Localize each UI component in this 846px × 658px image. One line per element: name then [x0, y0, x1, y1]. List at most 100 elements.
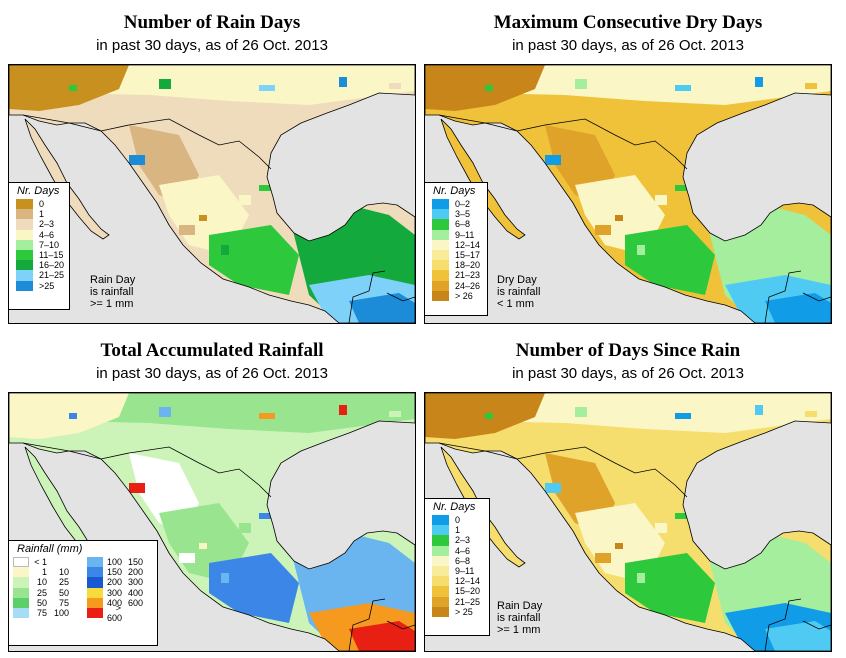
legend-label: >25 — [39, 280, 55, 291]
legend-swatch — [432, 229, 449, 240]
legend-swatch — [13, 587, 29, 598]
rain-day-note: Rain Day is rainfall >= 1 mm — [497, 600, 542, 636]
legend-swatch — [432, 586, 449, 597]
legend-range-high: 100 — [53, 607, 69, 618]
map-max-dry-days — [424, 64, 832, 324]
legend-label: 12–14 — [455, 576, 481, 587]
legend-title: Rainfall (mm) — [17, 543, 83, 555]
legend-swatch — [432, 280, 449, 291]
legend-row: 9–11 — [425, 229, 487, 240]
legend-range-low: 25 — [36, 587, 47, 598]
legend-label: 0–2 — [455, 199, 471, 209]
legend-swatch — [432, 219, 449, 230]
legend-label: > 25 — [455, 606, 473, 617]
legend-label: 4–6 — [39, 229, 55, 240]
legend-label: 24–26 — [455, 280, 481, 291]
legend-row: 7–10 — [9, 239, 69, 250]
legend-swatch — [16, 280, 33, 291]
legend-label: 21–23 — [455, 270, 481, 281]
legend-swatch — [432, 290, 449, 301]
legend-label: 12–14 — [455, 239, 481, 250]
legend-range-low: 300 — [107, 587, 123, 598]
legend-max-dry-days: Nr. Days 0–2 3–5 6–8 9–11 12–14 15–17 18–20 21–… — [424, 182, 488, 316]
legend-swatch — [432, 525, 449, 536]
legend-range-low: 10 — [36, 577, 47, 588]
legend-row: 4–6 — [425, 545, 489, 556]
legend-swatch — [16, 219, 33, 230]
note-line: >= 1 mm — [497, 624, 541, 636]
legend-swatch — [16, 260, 33, 271]
legend-row: 9–11 — [425, 565, 489, 577]
legend-row: 50 75 — [9, 597, 83, 608]
legend-row: 2–3 — [9, 219, 69, 230]
legend-swatch — [87, 607, 103, 619]
legend-label: 4–6 — [455, 545, 471, 556]
legend-range-high: 400 — [127, 587, 143, 598]
legend-swatch — [16, 249, 33, 261]
panel-rain-days: Number of Rain Days in past 30 days, as … — [8, 6, 416, 326]
legend-swatch — [87, 577, 103, 588]
legend-label: 11–15 — [39, 249, 64, 260]
map-graphic — [425, 393, 831, 651]
legend-total-rainfall: Rainfall (mm) < 1 1 10 10 25 25 50 50 75 75 100 10… — [8, 540, 158, 646]
legend-swatch — [432, 606, 449, 617]
legend-row: 24–26 — [425, 280, 487, 291]
legend-row: 0 — [425, 515, 489, 526]
legend-swatch — [13, 577, 29, 588]
legend-label: 9–11 — [455, 565, 475, 576]
panel-title: Maximum Consecutive Dry Days — [493, 12, 763, 33]
legend-swatch — [16, 239, 33, 250]
legend-row: 21–25 — [425, 596, 489, 607]
legend-swatch — [432, 576, 449, 587]
legend-label: 6–8 — [455, 555, 471, 566]
legend-row: >25 — [9, 280, 69, 291]
map-graphic — [425, 65, 831, 323]
legend-days-since-rain: Nr. Days 0 1 2–3 4–6 6–8 9–11 12–14 15–20 21–25 >… — [424, 498, 490, 636]
legend-swatch — [13, 567, 29, 578]
panel-title: Total Accumulated Rainfall — [100, 340, 324, 361]
legend-swatch — [16, 229, 33, 240]
legend-row: 10 25 — [9, 577, 83, 588]
legend-swatch — [432, 545, 449, 556]
note-line: Dry Day — [497, 274, 537, 286]
legend-swatch — [16, 209, 33, 220]
note-line: is rainfall — [497, 286, 541, 298]
legend-swatch — [432, 239, 449, 250]
legend-swatch — [432, 535, 449, 546]
legend-swatch — [87, 567, 103, 578]
legend-label: 21–25 — [39, 270, 65, 281]
legend-range-low: 75 — [36, 607, 47, 618]
legend-row: 1 — [9, 209, 69, 220]
map-graphic — [9, 65, 415, 323]
legend-label: 3–5 — [455, 209, 471, 220]
legend-label: 0 — [39, 199, 45, 209]
legend-swatch — [432, 555, 449, 566]
legend-range-high: 25 — [58, 577, 69, 588]
note-line: Rain Day — [90, 274, 136, 286]
legend-swatch — [87, 597, 103, 608]
note-line: < 1 mm — [497, 298, 534, 310]
dry-day-note: Dry Day is rainfall < 1 mm — [497, 274, 540, 310]
panel-title: Number of Days Since Rain — [515, 340, 741, 361]
legend-swatch — [87, 587, 103, 598]
legend-range-low: 1 — [41, 567, 47, 578]
legend-label: 2–3 — [39, 219, 55, 230]
legend-range-low: 200 — [107, 577, 123, 588]
legend-row: 0–2 — [425, 199, 487, 210]
legend-label: 15–17 — [455, 249, 481, 260]
legend-row: 0 — [9, 199, 69, 210]
panel-subtitle: in past 30 days, as of 26 Oct. 2013 — [512, 365, 744, 382]
legend-row: 100 150 — [83, 557, 157, 568]
panel-subtitle: in past 30 days, as of 26 Oct. 2013 — [512, 37, 744, 54]
panel-title: Number of Rain Days — [123, 12, 301, 33]
legend-row: > 26 — [425, 290, 487, 301]
legend-row: 12–14 — [425, 239, 487, 250]
legend-swatch — [432, 209, 449, 220]
legend-range-high: 10 — [58, 567, 69, 578]
panel-subtitle: in past 30 days, as of 26 Oct. 2013 — [96, 37, 328, 54]
legend-row: 300 400 — [83, 587, 157, 598]
legend-range-low: 400 — [107, 597, 123, 608]
legend-row: 12–14 — [425, 576, 489, 587]
legend-range-high: 50 — [58, 587, 69, 598]
legend-range-high: 150 — [127, 557, 143, 567]
